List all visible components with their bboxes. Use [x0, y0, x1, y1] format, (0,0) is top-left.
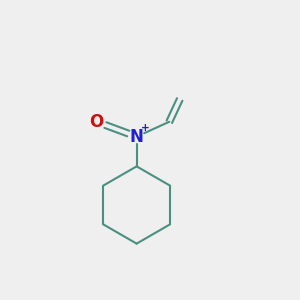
Text: O: O — [89, 113, 103, 131]
Text: +: + — [141, 123, 149, 133]
Text: N: N — [130, 128, 144, 146]
